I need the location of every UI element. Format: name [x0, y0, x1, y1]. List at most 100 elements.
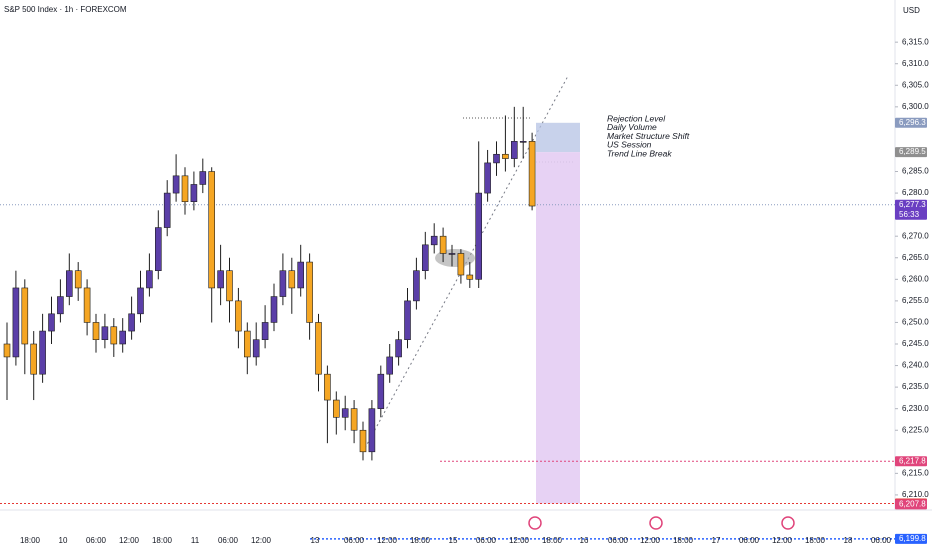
x-tick-label: 16: [580, 536, 589, 545]
x-tick-label: 17: [712, 536, 721, 545]
candle-body: [3, 343, 11, 358]
price-badge-label: 6,207.8: [899, 500, 926, 509]
candle-body: [217, 270, 224, 289]
candle-body: [172, 175, 180, 194]
x-tick-label: 18:00: [152, 536, 173, 545]
candle-body: [421, 244, 429, 271]
x-tick-label: 06:00: [344, 536, 365, 545]
x-tick-label: 18:00: [673, 536, 694, 545]
candle-body: [297, 261, 305, 289]
candle-body: [368, 408, 376, 453]
candle-body: [190, 184, 198, 203]
y-tick-label: 6,225.0: [902, 425, 929, 434]
x-tick-label: 18: [844, 536, 853, 545]
price-badge-label: 6,199.8: [899, 534, 926, 543]
y-tick-label: 6,240.0: [902, 361, 929, 370]
candle-body: [83, 287, 91, 323]
y-tick-label: 6,310.0: [902, 59, 929, 68]
candle-body: [48, 313, 55, 332]
candle-body: [30, 343, 38, 375]
y-tick-label: 6,280.0: [902, 188, 929, 197]
x-tick-label: 11: [191, 536, 200, 545]
x-tick-label: 18:00: [542, 536, 563, 545]
candle-body: [528, 141, 536, 207]
annotation: Market Structure Shift: [607, 131, 690, 141]
candle-body: [341, 408, 349, 418]
candle-body: [92, 322, 100, 340]
candle-body: [101, 326, 109, 340]
candle-body: [279, 270, 287, 297]
candle-body: [128, 313, 135, 332]
x-tick-label: 18:00: [805, 536, 826, 545]
x-tick-label: 06:00: [871, 536, 892, 545]
stop-zone: [536, 152, 580, 504]
y-tick-label: 6,265.0: [902, 253, 929, 262]
y-tick-label: 6,235.0: [902, 382, 929, 391]
event-icon: [649, 516, 663, 530]
candle-body: [332, 399, 340, 418]
candle-body: [448, 253, 456, 255]
price-badge: [895, 533, 927, 544]
candle-body: [199, 171, 207, 185]
x-tick-label: 06:00: [739, 536, 760, 545]
y-tick-label: 6,315.0: [902, 37, 929, 46]
candle-body: [439, 235, 447, 254]
annotation: Rejection Level: [607, 113, 666, 123]
x-tick-label: 18:00: [20, 536, 41, 545]
price-badge-label: 6,296.3: [899, 118, 926, 127]
candle-body: [430, 235, 438, 246]
x-tick-label: 12:00: [640, 536, 661, 545]
annotation: US Session: [607, 140, 652, 150]
candle-body: [519, 141, 527, 143]
x-tick-label: 12:00: [509, 536, 530, 545]
drawings: [0, 75, 895, 540]
annotation: Daily Volume: [607, 122, 657, 132]
candle-body: [395, 339, 402, 358]
candle-body: [181, 175, 189, 203]
x-tick-label: 12:00: [251, 536, 272, 545]
price-badge: [895, 499, 927, 510]
candle-body: [466, 274, 474, 280]
x-tick-label: 10: [59, 536, 68, 545]
candle-body: [208, 171, 215, 289]
candle-body: [226, 270, 233, 302]
x-tick-label: 15: [449, 536, 458, 545]
price-badge-label: 6,277.3: [899, 200, 926, 209]
x-tick-label: 12:00: [119, 536, 140, 545]
candle-body: [350, 408, 358, 431]
x-tick-label: 06:00: [608, 536, 629, 545]
candle-body: [261, 322, 269, 340]
candle-body: [252, 339, 260, 358]
candle-body: [315, 322, 322, 375]
x-tick-label: 18:00: [410, 536, 431, 545]
candle-body: [413, 270, 420, 302]
candle-body: [510, 141, 518, 159]
candle-body: [21, 287, 29, 345]
annotation: Trend Line Break: [607, 148, 672, 158]
candle-body: [493, 153, 500, 164]
y-tick-label: 6,285.0: [902, 167, 929, 176]
price-badge: [895, 199, 927, 220]
candle-body: [404, 300, 411, 340]
x-tick-label: 13: [311, 536, 320, 545]
candle-body: [270, 296, 278, 323]
candle-body: [386, 356, 394, 375]
price-badge-label: 6,217.8: [899, 456, 926, 465]
event-icon: [528, 516, 542, 530]
y-tick-label: 6,250.0: [902, 318, 929, 327]
price-badge: [895, 117, 927, 128]
x-tick-label: 06:00: [86, 536, 107, 545]
candle-body: [244, 330, 251, 358]
candle-body: [288, 270, 296, 289]
y-tick-label: 6,245.0: [902, 339, 929, 348]
x-tick-label: 12:00: [377, 536, 398, 545]
x-tick-label: 06:00: [476, 536, 497, 545]
y-tick-label: 6,210.0: [902, 490, 929, 499]
currency: USD: [903, 6, 920, 15]
candle-body: [359, 429, 367, 453]
candle-body: [324, 373, 331, 401]
candle-body: [146, 270, 153, 289]
event-icon: [781, 516, 795, 530]
candle-body: [484, 162, 491, 194]
